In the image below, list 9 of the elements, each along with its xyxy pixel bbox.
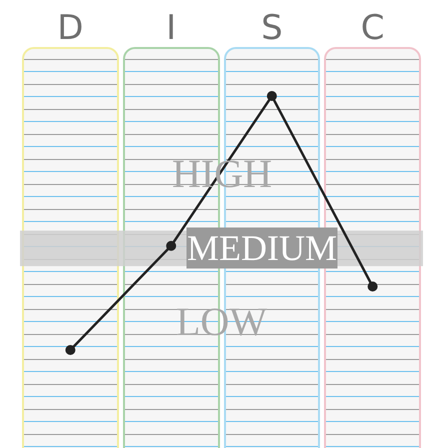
point [65,345,76,355]
point [166,240,176,251]
x-tick-label: I [166,8,176,48]
point [266,91,277,101]
x-tick-label: D [57,8,84,48]
x-tick-label: C [360,8,385,48]
point [368,282,378,292]
band-label: MEDIUM [187,228,337,268]
x-tick-label: S [261,8,283,48]
